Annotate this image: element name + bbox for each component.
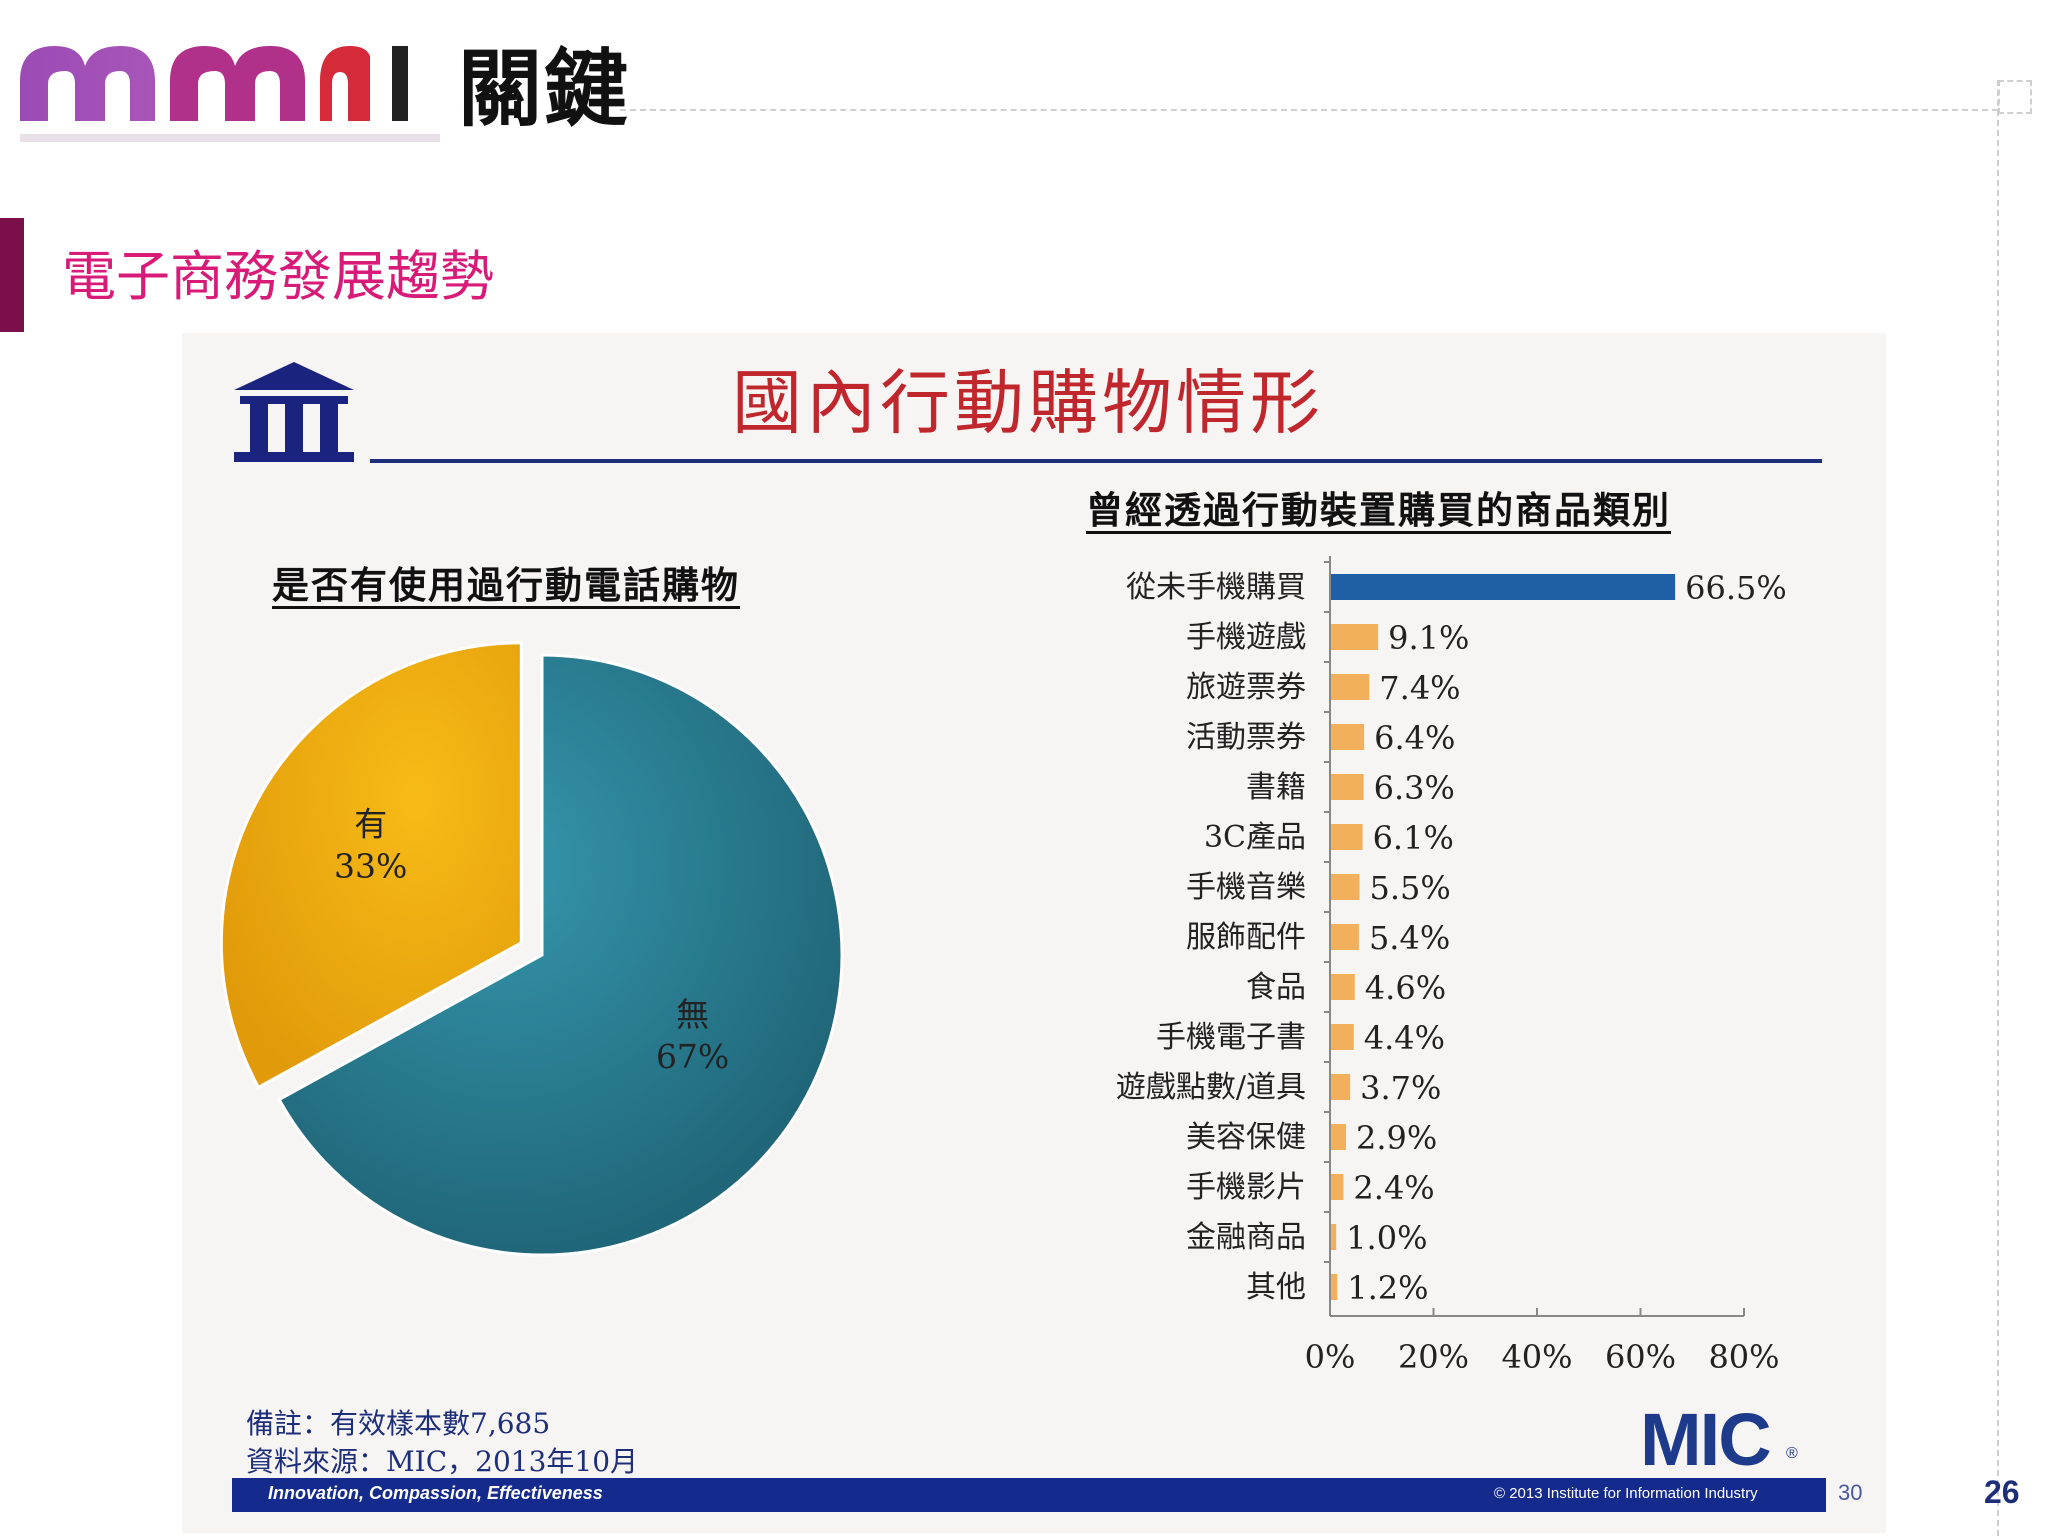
bar-value-label: 5.4% <box>1369 919 1450 957</box>
bar-12 <box>1331 1174 1344 1200</box>
section-accent-bar <box>0 218 24 332</box>
pie-value-no: 67% <box>656 1037 729 1076</box>
pie-slice-yes <box>219 641 523 1090</box>
x-tick-label: 40% <box>1501 1338 1572 1376</box>
bar-1 <box>1331 624 1379 650</box>
pie-label-no: 無 <box>676 995 709 1034</box>
bar-category-label: 書籍 <box>1246 770 1306 805</box>
bar-value-label: 6.4% <box>1374 719 1455 757</box>
bar-category-label: 金融商品 <box>1186 1220 1306 1255</box>
bar-value-label: 9.1% <box>1388 619 1469 657</box>
bar-10 <box>1331 1074 1351 1100</box>
pie-chart: 有33% 無67% <box>219 641 844 1257</box>
pie-slice-no <box>277 653 844 1257</box>
pie-label-yes: 有 <box>354 805 387 844</box>
bar-value-label: 6.1% <box>1373 819 1454 857</box>
bar-2 <box>1331 674 1370 700</box>
bar-value-label: 4.6% <box>1365 969 1446 1007</box>
bar-chart: 0% 20% 40% 60% 80% 從未手機購買 66.5% 手機遊戲 9.1% 旅遊票券 7.… <box>1116 556 1787 1376</box>
bar-11 <box>1331 1124 1347 1150</box>
bar-category-label: 其他 <box>1246 1270 1306 1305</box>
bar-value-label: 4.4% <box>1364 1019 1445 1057</box>
bar-category-label: 手機遊戲 <box>1186 620 1306 655</box>
bar-value-label: 3.7% <box>1360 1069 1441 1107</box>
pie-chart-heading: 是否有使用過行動電話購物 <box>272 563 740 607</box>
x-tick-label: 0% <box>1305 1338 1356 1376</box>
company-logo <box>20 46 440 142</box>
bar-value-label: 6.3% <box>1374 769 1455 807</box>
bar-chart-heading: 曾經透過行動裝置購買的商品類別 <box>1086 488 1671 532</box>
bar-value-label: 7.4% <box>1379 669 1460 707</box>
bar-value-label: 2.9% <box>1356 1119 1437 1157</box>
dashed-corner-box <box>1998 80 2032 114</box>
institute-building-icon <box>234 362 354 462</box>
title-rule <box>370 459 1822 463</box>
sample-note: 備註：有效樣本數7,685 <box>246 1407 551 1440</box>
bar-category-label: 活動票券 <box>1186 720 1306 755</box>
bar-value-label: 66.5% <box>1685 569 1787 607</box>
bar-5 <box>1331 824 1363 850</box>
bar-category-label: 手機音樂 <box>1186 870 1306 905</box>
x-tick-label: 60% <box>1605 1338 1676 1376</box>
bar-14 <box>1331 1274 1338 1300</box>
footer-slogan: Innovation, Compassion, Effectiveness <box>268 1483 603 1503</box>
bar-category-label: 旅遊票券 <box>1186 670 1306 705</box>
dashed-guide-top <box>620 109 1998 111</box>
bar-category-label: 從未手機購買 <box>1126 570 1306 605</box>
slide-number: 30 <box>1838 1480 1863 1505</box>
bar-7 <box>1331 924 1359 950</box>
x-tick-label: 20% <box>1398 1338 1469 1376</box>
footer-band <box>232 1478 1826 1512</box>
bar-6 <box>1331 874 1360 900</box>
bar-category-label: 服飾配件 <box>1186 920 1306 955</box>
logo-text: 關鍵 <box>458 40 631 138</box>
bar-0 <box>1331 574 1676 600</box>
bar-8 <box>1331 974 1355 1000</box>
bar-category-label: 3C產品 <box>1204 820 1306 855</box>
bar-category-label: 手機影片 <box>1186 1170 1306 1205</box>
x-tick-label: 80% <box>1708 1338 1779 1376</box>
registered-mark: ® <box>1786 1445 1798 1462</box>
bar-value-label: 5.5% <box>1369 869 1450 907</box>
section-title: 電子商務發展趨勢 <box>62 245 494 308</box>
bar-category-label: 食品 <box>1246 970 1306 1005</box>
source-note: 資料來源：MIC，2013年10月 <box>246 1445 639 1478</box>
mic-logo: MIC <box>1640 1398 1772 1481</box>
pie-value-yes: 33% <box>334 847 407 886</box>
bar-3 <box>1331 724 1365 750</box>
bar-9 <box>1331 1024 1354 1050</box>
bar-category-label: 手機電子書 <box>1156 1020 1306 1055</box>
bar-13 <box>1331 1224 1337 1250</box>
bar-category-label: 遊戲點數/道具 <box>1116 1070 1306 1105</box>
bar-4 <box>1331 774 1364 800</box>
bar-value-label: 2.4% <box>1353 1169 1434 1207</box>
bar-value-label: 1.0% <box>1346 1219 1427 1257</box>
footer-copyright: © 2013 Institute for Information Industr… <box>1494 1485 1758 1502</box>
bar-value-label: 1.2% <box>1347 1269 1428 1307</box>
dashed-guide-right <box>1997 80 1999 1536</box>
slide-title: 國內行動購物情形 <box>732 362 1324 444</box>
page-number: 26 <box>1984 1474 2020 1510</box>
bar-category-label: 美容保健 <box>1186 1120 1306 1155</box>
